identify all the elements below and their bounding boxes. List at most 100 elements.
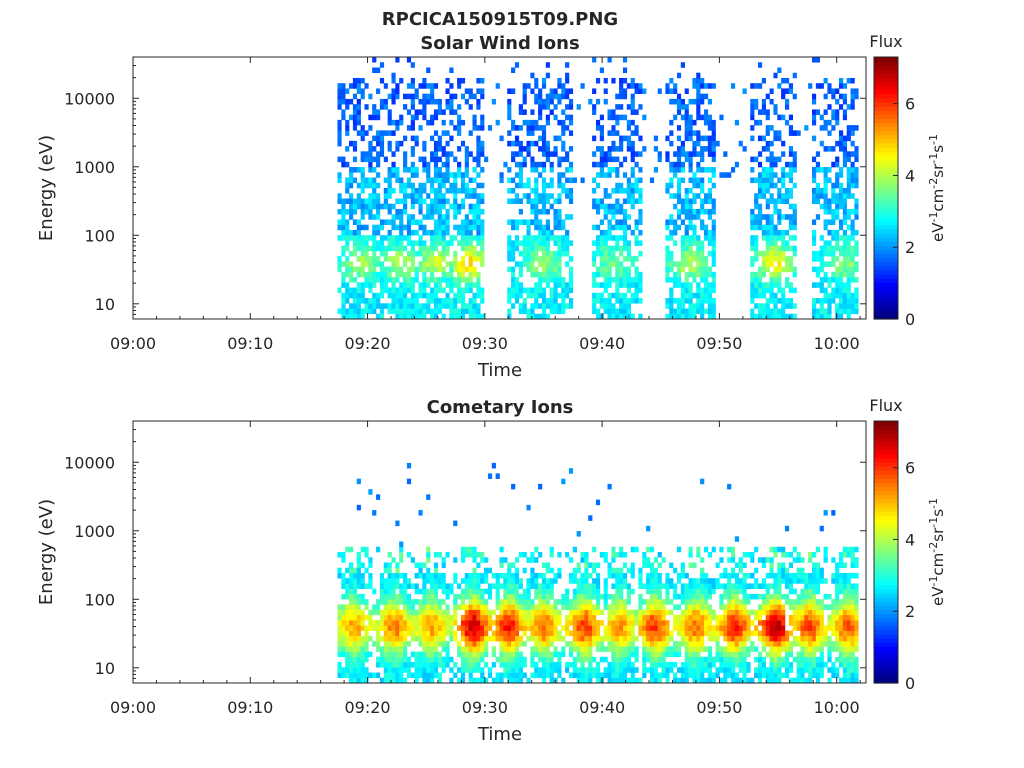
spectrogram-cell <box>630 93 635 100</box>
spectrogram-cell <box>538 114 543 121</box>
spectrogram-cell <box>468 672 473 679</box>
spectrogram-cell <box>395 303 400 309</box>
spectrogram-cell <box>622 625 628 631</box>
spectrogram-cell <box>507 662 512 668</box>
spectrogram-cell <box>395 646 400 652</box>
spectrogram-cell <box>395 261 400 267</box>
spectrogram-cell <box>403 161 408 168</box>
spectrogram-cell <box>595 245 601 252</box>
spectrogram-cell <box>511 119 516 126</box>
spectrogram-cell <box>403 245 408 252</box>
spectrogram-cell <box>368 557 373 563</box>
spectrogram-cell <box>460 588 466 595</box>
spectrogram-cell <box>379 572 385 579</box>
spectrogram-cell <box>622 229 628 236</box>
spectrogram-cell <box>607 641 612 647</box>
spectrogram-cell <box>784 303 790 309</box>
spectrogram-cell <box>646 525 651 532</box>
spectrogram-cell <box>680 151 685 157</box>
spectrogram-cell <box>499 620 504 626</box>
spectrogram-cell <box>576 620 581 626</box>
spectrogram-cell <box>341 214 346 220</box>
spectrogram-cell <box>703 298 709 304</box>
spectrogram-cell <box>484 646 489 652</box>
spectrogram-cell <box>403 292 408 299</box>
spectrogram-cell <box>352 567 358 574</box>
spectrogram-cell <box>530 266 535 273</box>
spectrogram-cell <box>553 114 558 121</box>
spectrogram-cell <box>430 214 435 220</box>
spectrogram-cell <box>464 572 469 579</box>
spectrogram-cell <box>592 609 597 616</box>
spectrogram-cell <box>638 151 643 157</box>
spectrogram-cell <box>688 303 693 309</box>
spectrogram-cell <box>565 662 570 668</box>
spectrogram-cell <box>476 614 481 621</box>
spectrogram-cell <box>553 135 558 142</box>
spectrogram-cell <box>376 662 381 668</box>
spectrogram-cell <box>850 298 855 304</box>
spectrogram-cell <box>518 125 523 131</box>
spectrogram-cell <box>557 552 562 558</box>
spectrogram-cell <box>449 271 454 278</box>
spectrogram-cell <box>457 125 462 131</box>
colorbar-segment <box>874 159 898 165</box>
spectrogram-cell <box>757 208 763 215</box>
spectrogram-cell <box>518 614 523 621</box>
spectrogram-cell <box>337 193 342 199</box>
spectrogram-cell <box>410 62 415 68</box>
spectrogram-cell <box>630 546 635 553</box>
spectrogram-cell <box>561 651 566 658</box>
colorbar-segment <box>874 175 898 181</box>
spectrogram-cell <box>480 593 485 600</box>
spectrogram-cell <box>630 109 635 115</box>
spectrogram-cell <box>831 261 836 267</box>
spectrogram-cell <box>565 614 570 621</box>
spectrogram-cell <box>538 125 543 131</box>
spectrogram-cell <box>430 261 435 267</box>
spectrogram-cell <box>777 266 782 273</box>
spectrogram-cell <box>572 546 577 553</box>
spectrogram-cell <box>422 609 427 616</box>
spectrogram-cell <box>784 266 790 273</box>
spectrogram-cell <box>781 172 786 178</box>
spectrogram-cell <box>453 203 458 210</box>
spectrogram-cell <box>696 282 701 288</box>
spectrogram-cell <box>356 256 361 262</box>
spectrogram-cell <box>634 667 639 673</box>
spectrogram-cell <box>437 298 442 304</box>
spectrogram-cell <box>711 245 716 252</box>
spectrogram-cell <box>673 271 678 278</box>
spectrogram-cell <box>649 620 655 626</box>
spectrogram-cell <box>619 604 624 610</box>
spectrogram-cell <box>441 271 446 278</box>
spectrogram-cell <box>769 177 774 184</box>
spectrogram-cell <box>823 193 828 199</box>
spectrogram-cell <box>453 125 458 131</box>
spectrogram-cell <box>815 250 821 257</box>
spectrogram-cell <box>719 583 724 589</box>
spectrogram-cell <box>422 614 427 621</box>
cometary-spectrogram <box>337 462 859 684</box>
spectrogram-cell <box>441 557 446 563</box>
spectrogram-cell <box>410 630 415 637</box>
spectrogram-cell <box>464 151 469 157</box>
spectrogram-cell <box>379 292 385 299</box>
spectrogram-cell <box>634 130 639 136</box>
spectrogram-cell <box>626 583 631 589</box>
spectrogram-cell <box>541 130 547 136</box>
solar-wind-x-axis: 09:00 09:10 09:20 09:30 09:40 09:50 10:00 <box>110 57 861 353</box>
spectrogram-cell <box>653 604 658 610</box>
spectrogram-cell <box>653 599 658 605</box>
spectrogram-cell <box>352 583 358 589</box>
spectrogram-cell <box>622 77 628 84</box>
spectrogram-cell <box>383 609 388 616</box>
spectrogram-cell <box>626 224 631 231</box>
spectrogram-cell <box>480 240 485 246</box>
spectrogram-cell <box>426 83 431 89</box>
spectrogram-cell <box>387 567 392 574</box>
spectrogram-cell <box>379 588 385 595</box>
spectrogram-cell <box>599 656 604 663</box>
spectrogram-cell <box>356 609 361 616</box>
spectrogram-cell <box>588 646 593 652</box>
